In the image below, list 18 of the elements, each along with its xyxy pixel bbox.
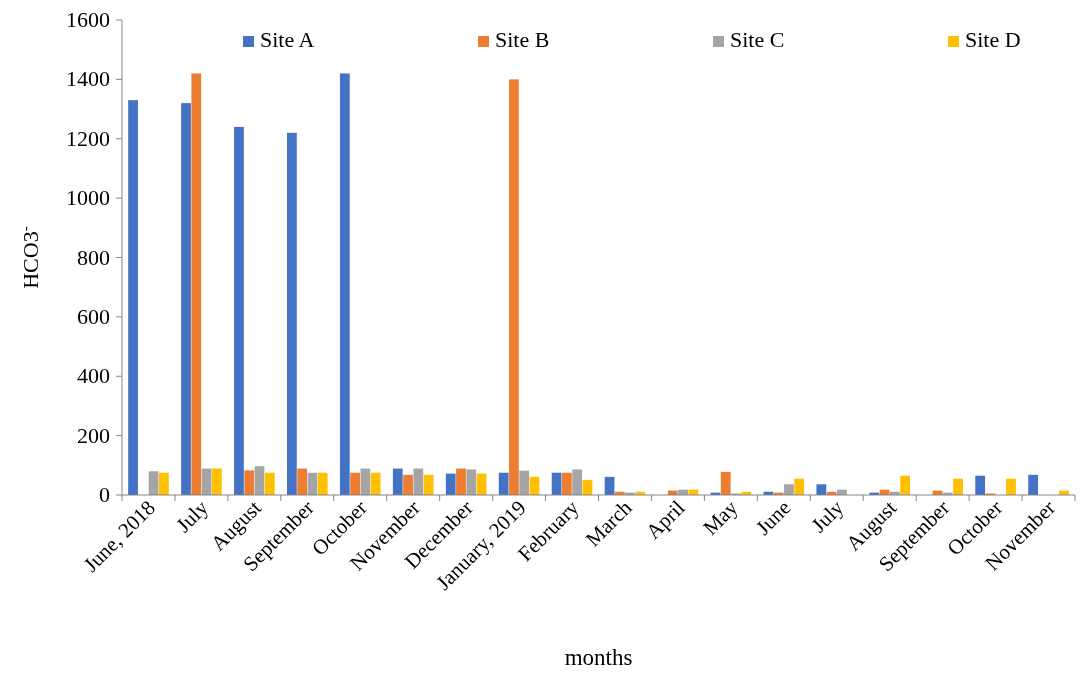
x-tick-label: July (806, 495, 849, 538)
legend-label: Site B (495, 27, 550, 52)
y-tick-label: 1600 (66, 7, 110, 32)
y-tick-label: 200 (77, 422, 110, 448)
x-tick-label: May (698, 495, 743, 540)
y-tick-label: 1400 (66, 66, 110, 92)
y-tick-label: 1200 (66, 125, 110, 151)
y-tick-label: 600 (77, 303, 110, 329)
x-axis-title: months (564, 645, 633, 670)
y-tick-label: 1000 (66, 185, 110, 211)
legend-label: Site C (730, 27, 785, 52)
y-tick-label: 800 (77, 244, 110, 270)
x-tick-label: July (171, 495, 214, 538)
y-tick-label: 0 (99, 482, 110, 507)
y-tick-label: 400 (77, 363, 110, 389)
x-tick-label: June (751, 495, 796, 540)
legend-label: Site A (260, 27, 315, 52)
legend-label: Site D (965, 27, 1021, 52)
